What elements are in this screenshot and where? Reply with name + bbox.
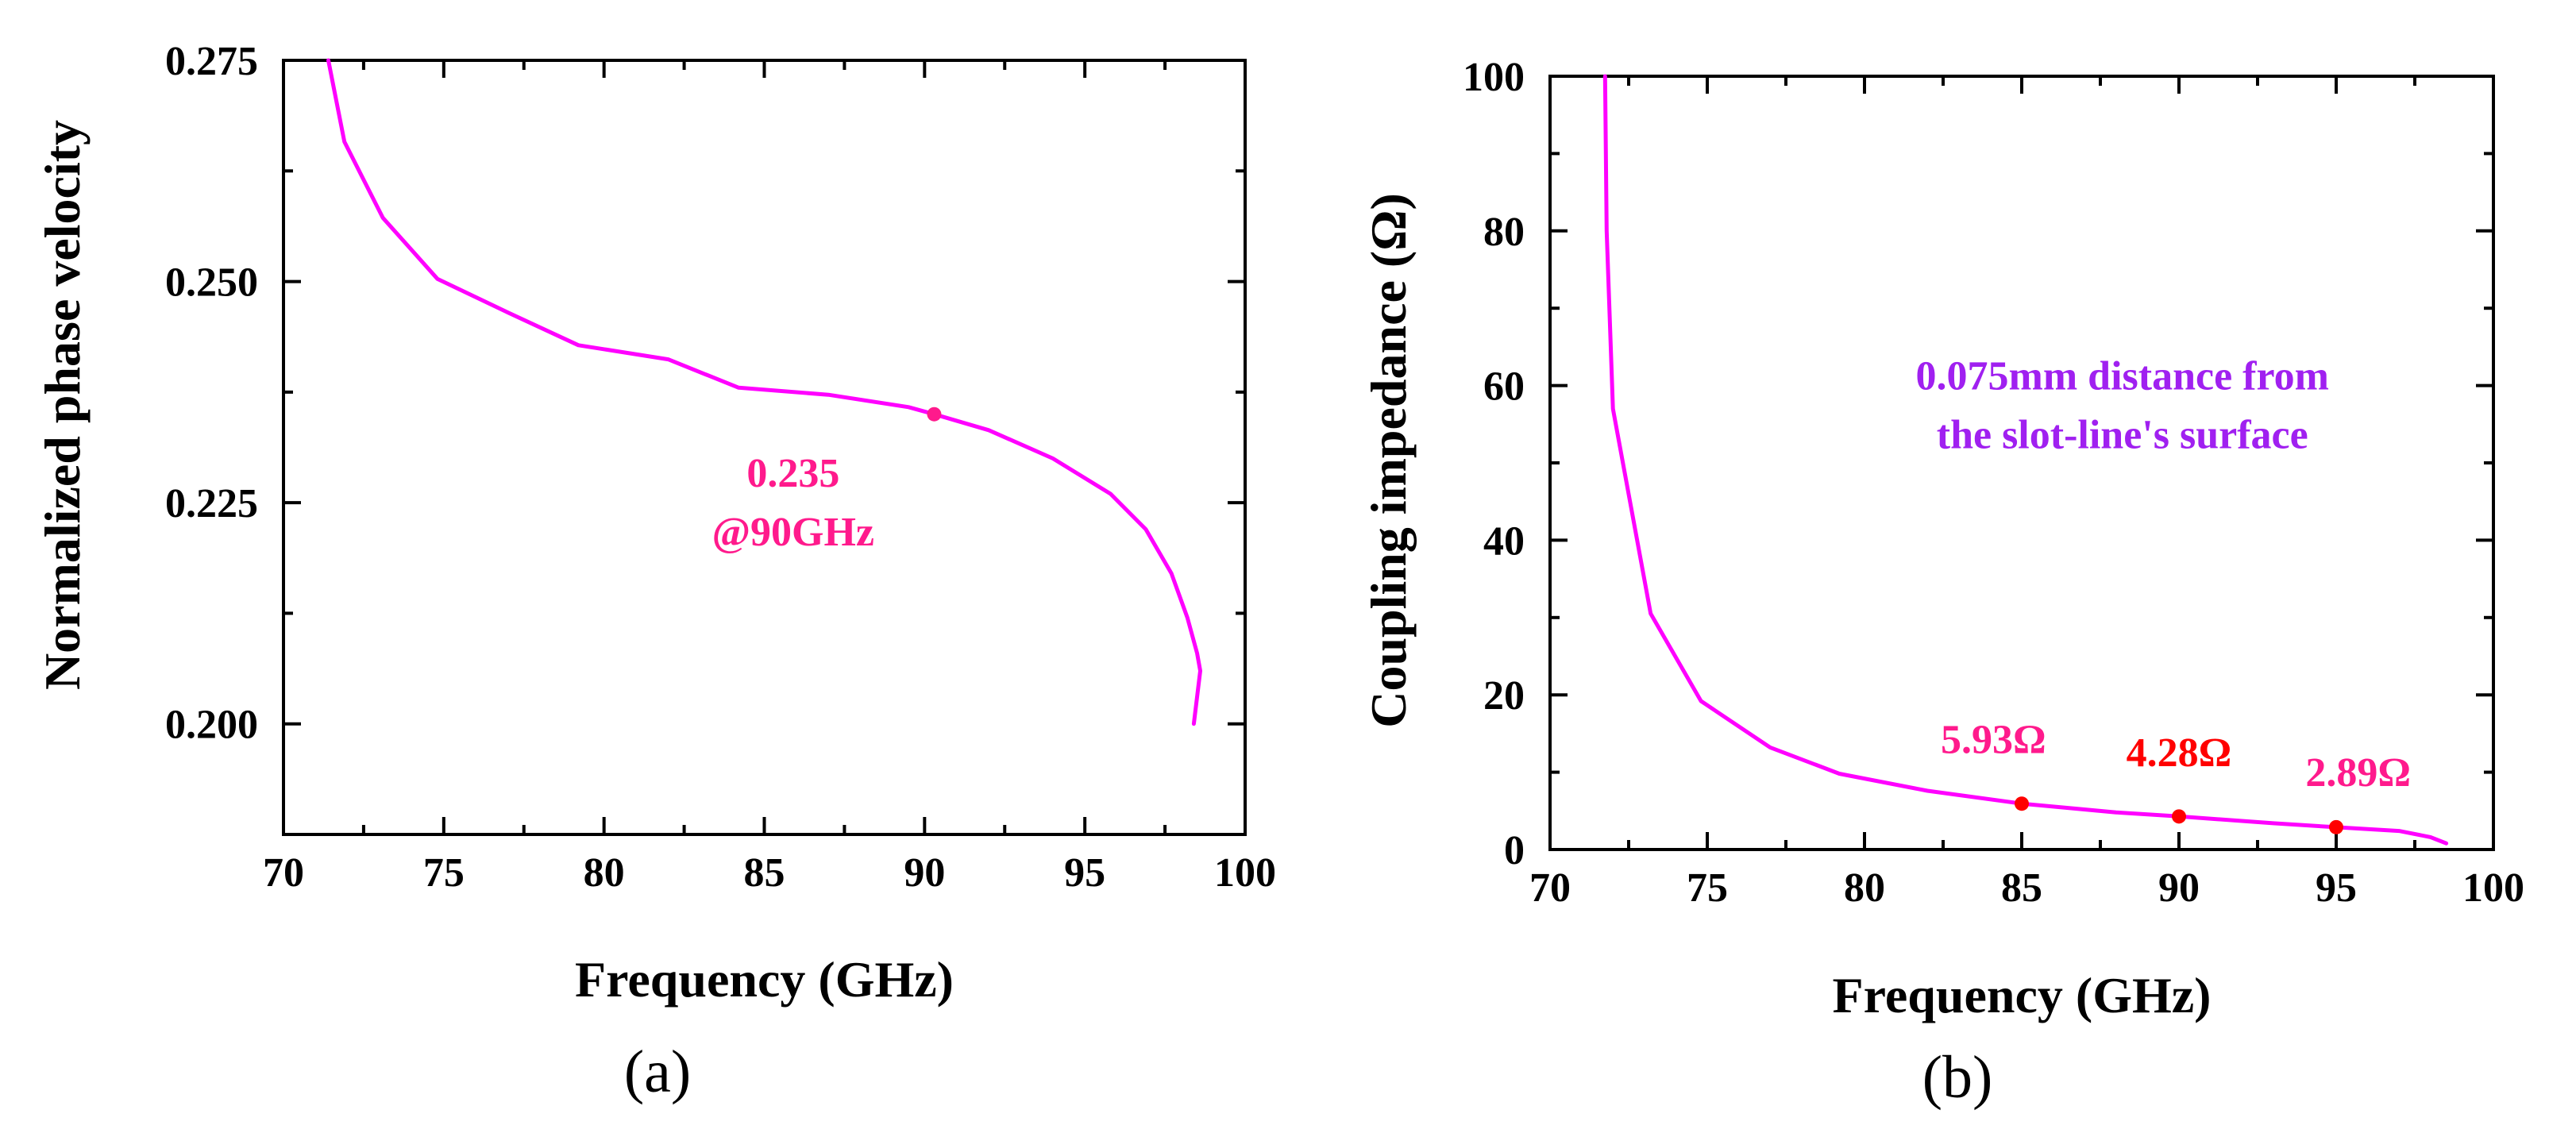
annotation-line: 2.89Ω: [2305, 750, 2411, 796]
annotation: 4.28Ω: [2127, 730, 2232, 776]
y-tick-label: 40: [1483, 518, 1525, 564]
x-axis-label: Frequency (GHz): [575, 951, 954, 1008]
data-point-marker: [2329, 819, 2343, 834]
annotation: 5.93Ω: [1941, 717, 2046, 762]
x-tick-label: 85: [2001, 865, 2042, 911]
x-tick-label: 95: [2316, 865, 2357, 911]
y-tick-label: 100: [1463, 55, 1525, 100]
annotation: 2.89Ω: [2305, 750, 2411, 796]
plot-frame: [282, 59, 1247, 836]
y-tick-label: 80: [1483, 210, 1525, 255]
annotation-line: the slot-line's surface: [1937, 412, 2308, 457]
x-axis-label: Frequency (GHz): [1833, 967, 2212, 1023]
series-line: [326, 58, 1202, 726]
y-tick-label: 0.200: [165, 703, 258, 748]
y-axis-label: Coupling impedance (Ω): [1360, 193, 1417, 728]
panel-caption: (b): [1922, 1044, 1993, 1111]
annotation-line: 0.235: [746, 451, 839, 496]
y-axis-label: Normalized phase velocity: [34, 120, 91, 690]
x-tick-label: 90: [2158, 865, 2200, 911]
y-tick-label: 60: [1483, 364, 1525, 410]
panel-caption: (a): [624, 1038, 691, 1105]
y-tick-label: 0.275: [165, 39, 258, 84]
annotation-line: 4.28Ω: [2127, 730, 2232, 776]
x-tick-label: 90: [904, 850, 945, 896]
y-tick-label: 0.225: [165, 481, 258, 526]
x-tick-label: 75: [423, 850, 465, 896]
x-tick-label: 70: [263, 850, 304, 896]
x-tick-label: 95: [1064, 850, 1105, 896]
y-tick-label: 0.250: [165, 260, 258, 306]
x-tick-label: 100: [2462, 865, 2524, 911]
annotation: 0.075mm distance from the slot-line's sur…: [1916, 353, 2329, 457]
annotation-line: 5.93Ω: [1941, 717, 2046, 762]
x-tick-label: 80: [1844, 865, 1885, 911]
data-point-marker: [2015, 796, 2029, 811]
x-tick-label: 70: [1529, 865, 1571, 911]
series-line: [1602, 74, 2449, 846]
x-tick-label: 80: [584, 850, 625, 896]
chart-panel-b: 70 75 80 85 90 95 100 0 20 40 60 80 100 5.93Ω 4.28Ω 2.8…: [1360, 55, 2524, 1111]
annotation-line: 0.075mm distance from: [1916, 353, 2329, 399]
annotation-line: @90GHz: [712, 510, 874, 555]
data-point-marker: [2172, 809, 2186, 824]
x-tick-label: 100: [1214, 850, 1276, 896]
annotation: 0.235 @90GHz: [712, 451, 874, 555]
chart-panel-a: 70 75 80 85 90 95 100 0.200 0.225 0.250 0.275 0.235…: [34, 39, 1276, 1105]
y-tick-label: 20: [1483, 673, 1525, 719]
x-tick-label: 85: [744, 850, 785, 896]
x-tick-label: 75: [1687, 865, 1728, 911]
data-point-marker: [927, 407, 942, 422]
y-tick-label: 0: [1504, 828, 1525, 873]
